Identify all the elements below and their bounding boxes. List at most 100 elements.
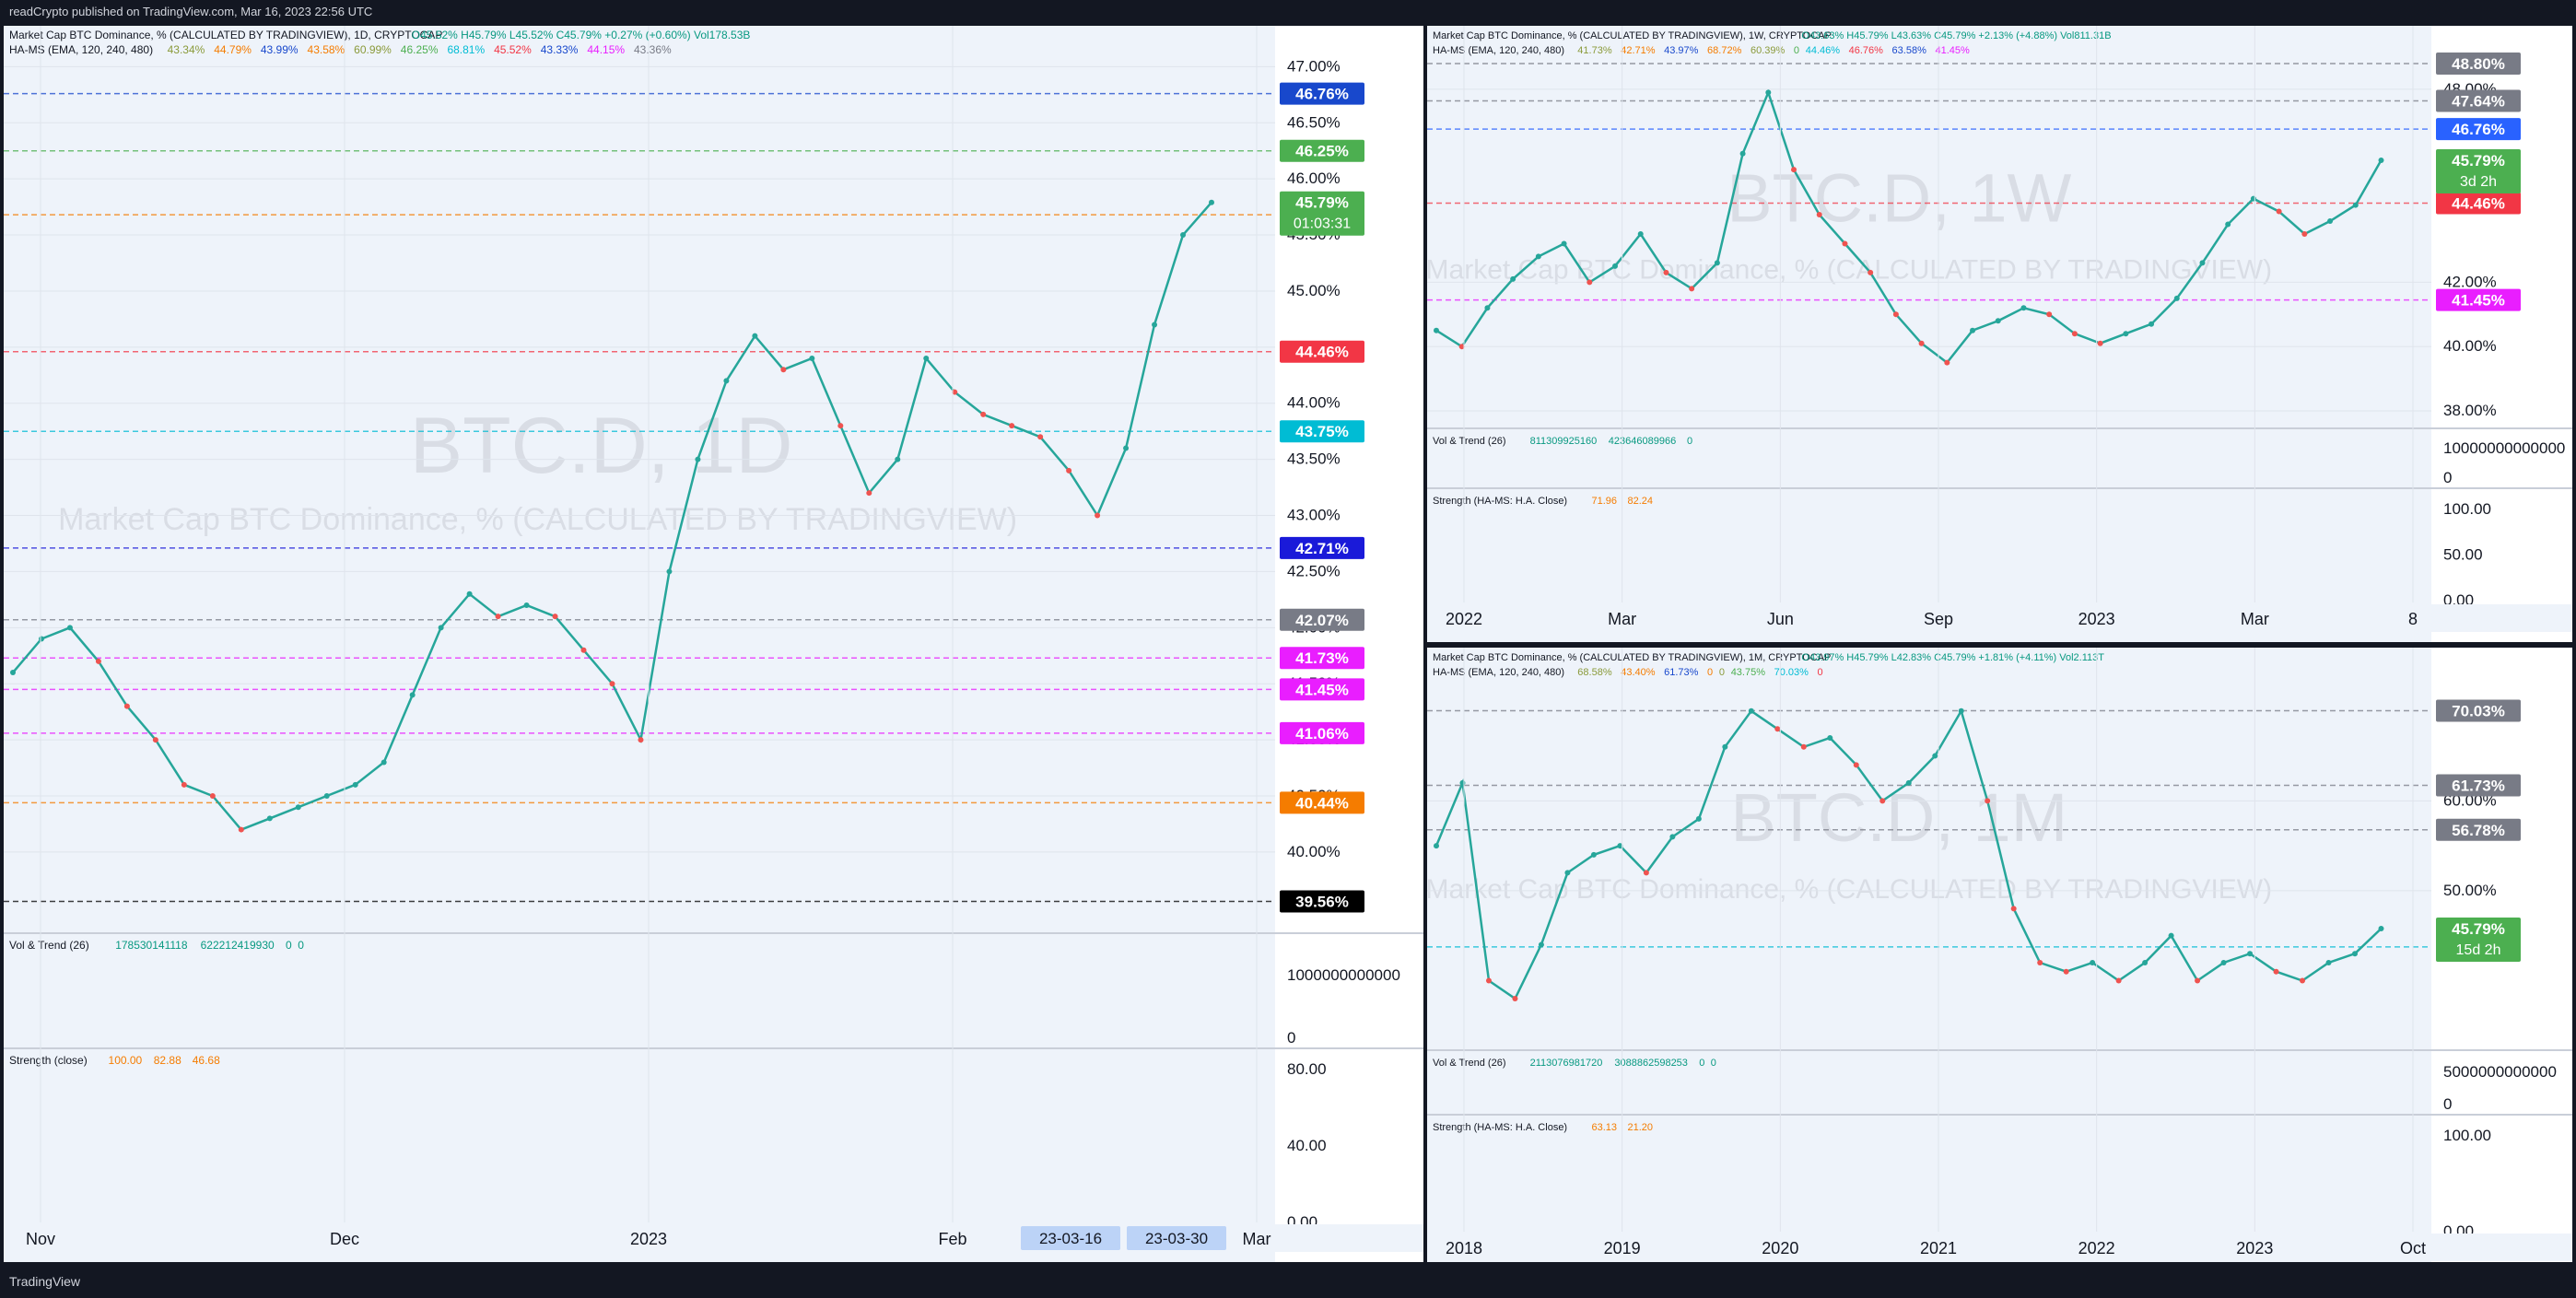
volume-panel-value: 622212419930 <box>201 939 275 952</box>
x-tick-label: Mar <box>2241 610 2269 628</box>
publish-bar: readCrypto published on TradingView.com,… <box>0 0 2576 24</box>
price-level-badge <box>1280 791 1364 814</box>
price-level-badge <box>1280 678 1364 701</box>
price-point <box>2301 230 2308 237</box>
volume-y-tick: 5000000000000 <box>2443 1063 2557 1081</box>
daily-chart-pane[interactable]: BTC.D, 1D Market Cap BTC Dominance, % (CA… <box>4 26 1423 1262</box>
price-point <box>2325 959 2332 965</box>
indicator-value: 68.81% <box>447 43 485 56</box>
price-level-text: 48.80% <box>2452 55 2505 73</box>
price-point <box>209 793 216 800</box>
price-level-label: 40.44% <box>1280 791 1364 814</box>
strength-y-tick: 80.00 <box>1287 1060 1327 1078</box>
price-level-label: 46.76% <box>2436 118 2521 141</box>
price-level-label: 41.45% <box>1280 678 1364 701</box>
x-tick-label: Feb <box>938 1230 966 1248</box>
x-tick-label: Mar <box>1243 1230 1271 1248</box>
price-point <box>2352 951 2359 957</box>
ohlc-values: O45.52% H45.79% L45.52% C45.79% +0.27% (… <box>412 29 751 41</box>
price-level-text: 41.73% <box>1295 649 1349 667</box>
price-point <box>1739 150 1746 157</box>
price-level-text: 42.07% <box>1295 612 1349 629</box>
volume-panel-value: 0 <box>298 939 304 952</box>
price-point <box>2250 195 2256 202</box>
strength-y-tick: 100.00 <box>2443 500 2491 518</box>
price-level-label: 70.03% <box>2436 699 2521 722</box>
monthly-chart-pane[interactable]: BTC.D, 1M Market Cap BTC Dominance, % (CA… <box>1426 648 2572 1262</box>
daily-chart-svg: BTC.D, 1D Market Cap BTC Dominance, % (CA… <box>4 26 1423 1262</box>
price-point <box>2123 331 2129 337</box>
indicator-value: 44.15% <box>587 43 625 56</box>
x-axis-bar <box>1427 604 2572 632</box>
x-tick-label: 2019 <box>1604 1239 1641 1257</box>
price-point <box>2071 331 2078 337</box>
price-point <box>666 568 673 575</box>
price-point <box>1066 467 1072 474</box>
price-level-text: 47.64% <box>2452 92 2505 110</box>
price-point <box>1434 843 1439 849</box>
price-level-label: 56.78% <box>2436 818 2521 841</box>
price-level-badge <box>2436 774 2521 797</box>
volume-y-tick: 0 <box>2443 469 2452 486</box>
bar-countdown: 15d 2h <box>2456 942 2501 958</box>
x-tick-label: 2021 <box>1920 1239 1957 1257</box>
price-point <box>2149 321 2155 327</box>
volume-panel-value: 2113076981720 <box>1530 1058 1603 1069</box>
watermark-description: Market Cap BTC Dominance, % (CALCULATED … <box>58 502 1017 537</box>
price-point <box>1434 327 1439 333</box>
price-point <box>2173 295 2180 301</box>
price-point <box>1905 779 1912 786</box>
watermark-symbol: BTC.D, 1W <box>1727 160 2071 237</box>
price-level-label: 47.64% <box>2436 89 2521 112</box>
price-point <box>895 456 901 462</box>
price-level-text: 46.76% <box>1295 86 1349 103</box>
y-tick-label: 47.00% <box>1287 57 1341 75</box>
price-point <box>238 826 244 833</box>
chart-title: Market Cap BTC Dominance, % (CALCULATED … <box>1433 30 1832 41</box>
price-point <box>1791 167 1797 173</box>
price-level-text: 41.06% <box>1295 725 1349 743</box>
weekly-chart-pane[interactable]: BTC.D, 1W Market Cap BTC Dominance, % (CA… <box>1426 26 2572 642</box>
price-point <box>1587 279 1593 286</box>
price-level-text: 41.45% <box>1295 681 1349 698</box>
x-axis-bar <box>1427 1234 2572 1261</box>
x-tick-label: Nov <box>26 1230 55 1248</box>
price-point <box>1663 269 1669 275</box>
volume-panel-value: 3088862598253 <box>1614 1058 1688 1069</box>
strength-panel-value: 82.24 <box>1627 496 1653 507</box>
price-point <box>1564 870 1571 876</box>
price-level-text: 39.56% <box>1295 894 1349 911</box>
y-tick-label: 42.50% <box>1287 562 1341 579</box>
price-level-text: 46.25% <box>1295 143 1349 160</box>
price-level-badge <box>1280 139 1364 162</box>
volume-panel-value: 0 <box>286 939 292 952</box>
volume-y-tick: 0 <box>2443 1095 2452 1113</box>
bar-countdown: 01:03:31 <box>1294 216 1351 232</box>
price-point <box>2225 221 2231 228</box>
indicator-value: 43.34% <box>168 43 205 56</box>
price-level-text: 44.46% <box>2452 194 2505 212</box>
price-level-badge <box>1280 608 1364 631</box>
x-tick-label: 2022 <box>1446 610 1482 628</box>
y-tick-label: 42.00% <box>2443 273 2497 290</box>
price-point <box>66 625 73 631</box>
indicator-value: 68.72% <box>1707 45 1742 56</box>
price-point <box>1669 834 1676 840</box>
price-point <box>38 636 44 642</box>
price-point <box>2097 340 2103 346</box>
indicator-title: HA-MS (EMA, 120, 240, 480) <box>9 43 153 56</box>
price-level-label: 48.80% <box>2436 52 2521 75</box>
current-price-text: 45.79% <box>2452 152 2505 170</box>
publish-info: readCrypto published on TradingView.com,… <box>9 5 373 18</box>
price-point <box>2300 977 2306 984</box>
price-point <box>1722 743 1728 750</box>
price-point <box>1484 305 1491 311</box>
price-point <box>952 389 958 395</box>
volume-panel-value: 178530141118 <box>115 939 188 952</box>
price-point <box>2273 968 2279 975</box>
price-point <box>2115 977 2122 984</box>
price-level-text: 41.45% <box>2452 292 2505 310</box>
volume-panel-label: Vol & Trend (26) <box>1433 1058 1506 1069</box>
volume-panel-label: Vol & Trend (26) <box>1433 436 1506 447</box>
price-level-label: 46.76% <box>1280 82 1364 105</box>
